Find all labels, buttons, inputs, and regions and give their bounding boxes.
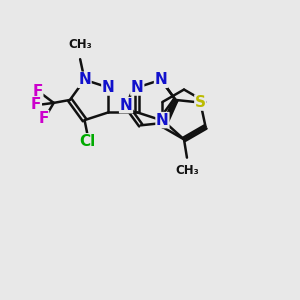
Text: N: N — [102, 80, 115, 95]
Text: CH₃: CH₃ — [175, 164, 199, 177]
Text: Cl: Cl — [80, 134, 96, 149]
Text: S: S — [195, 95, 206, 110]
Text: N: N — [154, 72, 167, 87]
Text: N: N — [78, 72, 91, 87]
Text: N: N — [156, 112, 169, 128]
Text: N: N — [131, 80, 144, 95]
Text: CH₃: CH₃ — [68, 38, 92, 51]
Text: F: F — [38, 111, 49, 126]
Text: F: F — [32, 84, 43, 99]
Text: N: N — [120, 98, 132, 113]
Text: F: F — [31, 97, 41, 112]
